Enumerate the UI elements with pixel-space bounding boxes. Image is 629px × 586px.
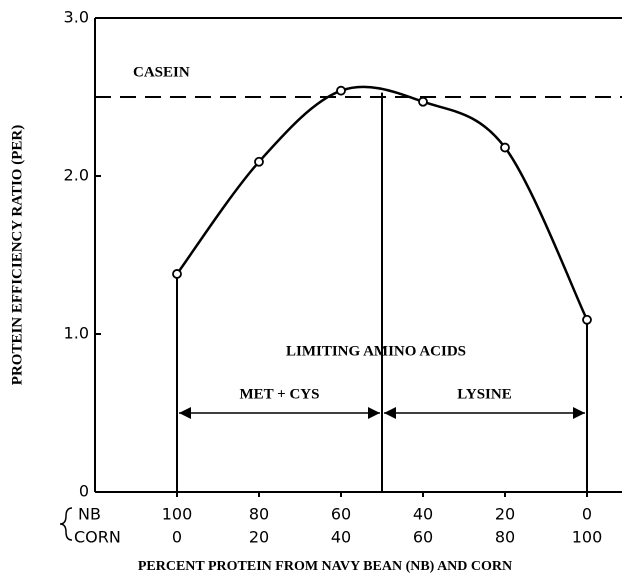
data-point [172, 269, 182, 279]
x-tick-label: 40 [413, 505, 433, 524]
data-point [582, 314, 592, 325]
y-tick-label: 0 [79, 482, 89, 501]
data-point [418, 96, 428, 107]
x-tick-label: 60 [413, 528, 433, 547]
curve [175, 85, 589, 321]
x-tick-label: 100 [162, 505, 193, 524]
x-tick-label: 100 [572, 528, 603, 547]
x-tick-label: 40 [331, 528, 351, 547]
y-tick-label: 1.0 [64, 324, 89, 343]
x-tick-label: 80 [249, 505, 269, 524]
x-axis-label: PERCENT PROTEIN FROM NAVY BEAN (NB) AND … [138, 559, 512, 574]
x-tick-label: 0 [582, 505, 592, 524]
data-point [254, 156, 264, 167]
y-axis-label: PROTEIN EFFICIENCY RATIO (PER) [9, 125, 25, 385]
reference-label: CASEIN [133, 64, 190, 80]
annotation: LIMITING AMINO ACIDS [286, 343, 466, 359]
x-tick-label: 0 [172, 528, 182, 547]
region-label: MET + CYS [240, 386, 320, 402]
x-tick-label: 60 [331, 505, 351, 524]
x-tick-label: 20 [495, 505, 515, 524]
y-tick-label: 3.0 [64, 8, 89, 27]
x-tick-label: 20 [249, 528, 269, 547]
region-label: LYSINE [457, 386, 511, 402]
x-row-label: CORN [74, 528, 121, 547]
y-tick-label: 2.0 [64, 166, 89, 185]
brace [59, 507, 73, 541]
x-tick-label: 80 [495, 528, 515, 547]
data-point [336, 85, 346, 96]
data-point [500, 142, 510, 153]
x-row-label: NB [78, 505, 101, 524]
